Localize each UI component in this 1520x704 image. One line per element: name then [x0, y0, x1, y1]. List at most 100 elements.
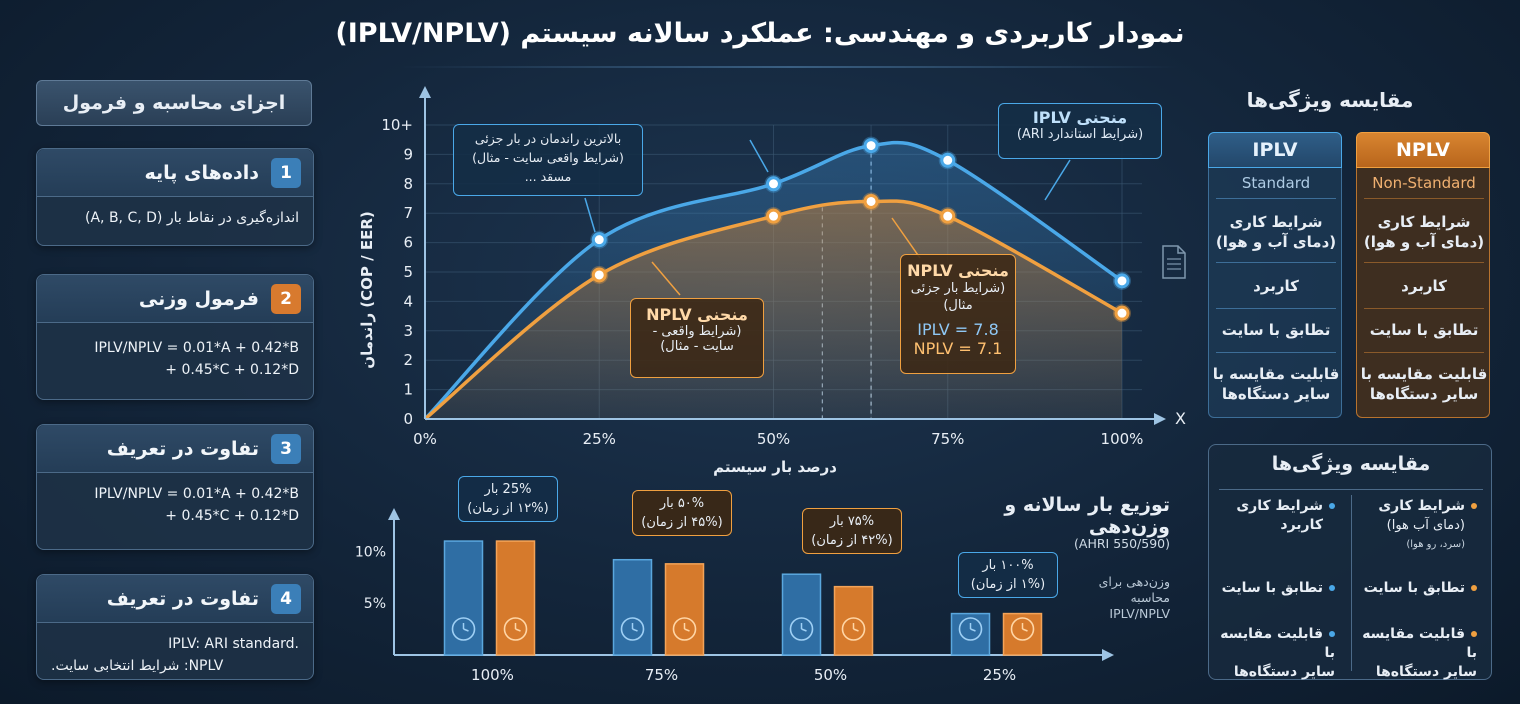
- iplv-point: [766, 176, 781, 192]
- iplv-callout-pointer: [1044, 159, 1071, 201]
- bar: [1002, 612, 1043, 656]
- bar-chart-subtitle: (AHRI 550/590): [1074, 536, 1170, 551]
- formula-line-2: + 0.45*C + 0.12*D: [165, 362, 299, 378]
- clock-hand-icon: [632, 628, 638, 632]
- bar: [612, 558, 653, 656]
- panel-title: تفاوت در تعریف: [106, 437, 259, 460]
- left-header: اجزای محاسبه و فرمول: [36, 80, 312, 126]
- y-tick-label: 2: [403, 351, 413, 369]
- iplv-row-comparability: قابلیت مقایسه با سایر دستگاه‌ها: [1212, 365, 1340, 403]
- bar-callout-50: ۵۰% بار (۴۵% از زمان): [632, 490, 732, 536]
- nplv-point: [766, 208, 781, 224]
- nplv-row-conditions: شرایط کاری (دمای آب و هوا): [1363, 213, 1485, 251]
- clock-icon: [841, 617, 866, 641]
- formula-line-1: IPLV/NPLV = 0.01*A + 0.42*B: [94, 340, 299, 356]
- bar: [950, 612, 991, 656]
- definition-nplv: NPLV: شرایط انتخابی سایت.: [51, 658, 224, 674]
- iplv-point: [591, 232, 607, 248]
- bar-x-axis-arrow: [1102, 649, 1114, 661]
- page-title: نمودار کاربردی و مهندسی: عملکرد سالانه س…: [335, 18, 1185, 49]
- bar-callout-75: ۷۵% بار (۴۲% از زمان): [802, 508, 902, 554]
- bar: [781, 573, 822, 656]
- clock-icon: [451, 617, 476, 641]
- nplv-row-comparability: قابلیت مقایسه با سایر دستگاه‌ها: [1360, 365, 1488, 403]
- y-tick-label: 1: [403, 381, 413, 399]
- box2-left-item-site-match: تطابق با سایت: [1217, 579, 1335, 598]
- iplv-point: [1114, 273, 1130, 289]
- clock-icon: [672, 617, 697, 641]
- y-tick-label: 10+: [381, 116, 413, 134]
- nplv-point: [940, 208, 956, 224]
- clock-icon: [789, 617, 814, 641]
- y-axis-label: راندمان (COP / EER): [358, 211, 376, 368]
- nplv-point: [1114, 305, 1130, 321]
- y-tick-label: 6: [403, 234, 413, 252]
- iplv-row-conditions: شرایط کاری (دمای آب و هوا): [1215, 213, 1337, 251]
- iplv-column: Standard شرایط کاری (دمای آب و هوا) کاربر…: [1208, 168, 1342, 418]
- panel-number-badge: 3: [271, 433, 301, 464]
- document-icon: [1162, 245, 1186, 279]
- nplv-row-application: کاربرد: [1401, 277, 1447, 295]
- box2-right-item-conditions: شرایط کاری (دمای آب هوا) (سرد، رو هوا): [1353, 497, 1477, 554]
- clock-hand-icon: [853, 628, 859, 632]
- y-tick-label: 9: [403, 145, 413, 163]
- load-distribution-chart: 10% 5% 100% 75% 50% 25%: [355, 508, 1114, 684]
- box2-right-item-site-match: تطابق با سایت: [1353, 579, 1477, 598]
- panel-body: اندازه‌گیری در نقاط بار (A, B, C, D): [85, 210, 299, 226]
- bar-y-axis-arrow: [388, 508, 400, 520]
- formula-line-1: IPLV/NPLV = 0.01*A + 0.42*B: [94, 486, 299, 502]
- clock-icon: [620, 617, 645, 641]
- iplv-point: [863, 138, 879, 154]
- bar-y-tick-label: 5%: [364, 596, 386, 612]
- bar-callout-25: 25% بار (۱۲% از زمان): [458, 476, 558, 522]
- nplv-row-site-match: تطابق با سایت: [1369, 321, 1479, 339]
- bar-y-tick-label: 10%: [355, 544, 386, 560]
- x-axis-letter: X: [1175, 409, 1186, 428]
- panel-title: فرمول وزنی: [138, 287, 259, 310]
- bar: [443, 540, 484, 656]
- clock-hand-icon: [1022, 628, 1028, 632]
- panel-definition-difference-2: 4 تفاوت در تعریف IPLV: ARI standard. NPL…: [36, 574, 314, 680]
- panel-title: تفاوت در تعریف: [106, 587, 259, 610]
- y-tick-label: 8: [403, 175, 413, 193]
- nplv-subheader: Non-Standard: [1372, 174, 1476, 192]
- iplv-point: [940, 152, 956, 168]
- bar-chart-title: توزیع بار سالانه و وزن‌دهی: [1004, 494, 1170, 538]
- bar-chart-ticks: 10% 5% 100% 75% 50% 25%: [355, 544, 1016, 684]
- nplv-column-header: NPLV: [1356, 132, 1490, 168]
- iplv-subheader: Standard: [1241, 174, 1311, 192]
- bar-x-tick-label: 50%: [814, 666, 847, 684]
- x-axis-label: درصد بار سیستم: [713, 458, 837, 476]
- x-tick-label: 75%: [931, 430, 964, 448]
- nplv-point: [863, 193, 879, 209]
- definition-iplv: IPLV: ARI standard.: [168, 636, 299, 652]
- nplv-curve-callout-right: منحنی NPLV (شرایط بار جزئی مثال) IPLV = …: [900, 254, 1016, 374]
- iplv-series-line: [423, 140, 1123, 421]
- comparison-title: مقایسه ویژگی‌ها: [1246, 88, 1414, 112]
- nplv-callout-pointer: [651, 261, 681, 296]
- panel-base-data: 1 داده‌های پایه اندازه‌گیری در نقاط بار …: [36, 148, 314, 246]
- chart-axes: [419, 86, 1166, 425]
- bar-chart-bars: [443, 540, 1043, 656]
- y-axis-arrow: [419, 86, 431, 98]
- panel-number-badge: 2: [271, 283, 301, 314]
- peak-callout: بالاترین راندمان در بار جزئی (شرایط واقع…: [453, 124, 643, 196]
- panel-title: داده‌های پایه: [144, 161, 260, 184]
- clock-hand-icon: [684, 628, 690, 632]
- y-tick-label: 0: [403, 410, 413, 428]
- panel-weighted-formula: 2 فرمول وزنی IPLV/NPLV = 0.01*A + 0.42*B…: [36, 274, 314, 400]
- x-tick-label: 0%: [413, 430, 437, 448]
- clock-icon: [503, 617, 528, 641]
- iplv-row-application: کاربرد: [1253, 277, 1299, 295]
- chart-points: [584, 136, 1131, 323]
- x-tick-label: 100%: [1101, 430, 1144, 448]
- comparison-box-2-title: مقایسه ویژگی‌ها: [1271, 453, 1431, 475]
- peak-callout-pointer-2: [749, 139, 769, 173]
- nplv-curve-callout-left: منحنی NPLV (شرایط واقعی - سایت - مثال): [630, 298, 764, 378]
- title-divider: [400, 66, 1180, 68]
- iplv-curve-callout: منحنی IPLV (شرایط استاندارد ARI): [998, 103, 1162, 159]
- box2-left-item-comparability: قابلیت مقایسه با سایر دستگاه‌ها: [1220, 626, 1335, 680]
- iplv-column-header: IPLV: [1208, 132, 1342, 168]
- clock-hand-icon: [515, 628, 521, 632]
- panel-number-badge: 4: [271, 583, 301, 614]
